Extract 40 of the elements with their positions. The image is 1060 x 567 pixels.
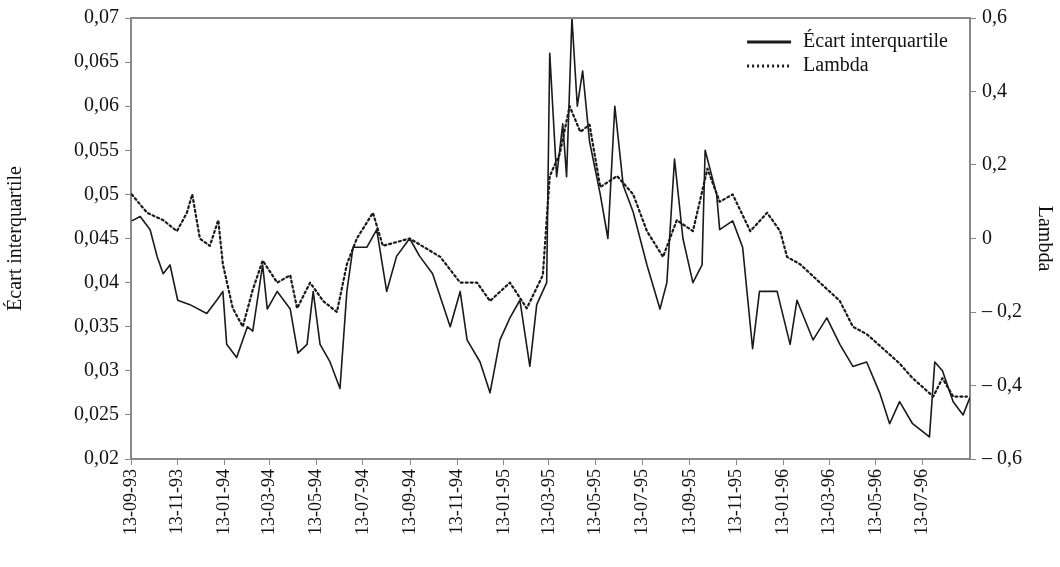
x-tick-label: 13-07-95 (631, 469, 652, 535)
x-tick-label: 13-11-95 (725, 469, 746, 535)
y-tick-label: 0,025 (74, 402, 119, 425)
x-tick-label: 13-01-96 (771, 469, 792, 535)
y2-tick-label: – 0,6 (981, 446, 1022, 469)
y2-tick-label: 0,4 (982, 78, 1007, 101)
y2-tick-label: – 0,4 (981, 372, 1022, 395)
y-tick-label: 0,07 (84, 5, 119, 28)
x-tick-label: 13-09-94 (399, 469, 420, 535)
x-tick-label: 13-11-93 (166, 469, 187, 535)
y-tick-label: 0,055 (74, 137, 119, 160)
y2-tick-label: 0,6 (982, 5, 1007, 28)
x-tick-label: 13-03-95 (537, 469, 558, 535)
x-tick-label: 13-07-94 (351, 469, 372, 535)
y-tick-label: 0,03 (84, 358, 119, 381)
legend-label: Lambda (803, 53, 869, 76)
x-tick-label: 13-05-95 (584, 469, 605, 535)
y2-axis-title: Lambda (1034, 205, 1057, 272)
y-tick-label: 0,065 (74, 49, 119, 72)
y-tick-label: 0,06 (84, 93, 119, 116)
y-tick-label: 0,02 (84, 446, 119, 469)
y2-tick-label: 0,2 (982, 152, 1007, 175)
y-tick-label: 0,045 (74, 225, 119, 248)
x-tick-label: 13-11-94 (445, 469, 466, 535)
y-axis-title: Écart interquartile (3, 165, 27, 311)
x-tick-label: 13-09-93 (119, 469, 140, 535)
y-tick-label: 0,05 (84, 181, 119, 204)
legend-label: Écart interquartile (803, 29, 949, 53)
x-tick-label: 13-05-96 (864, 469, 885, 535)
x-tick-label: 13-05-94 (304, 469, 325, 535)
y-tick-label: 0,035 (74, 313, 119, 336)
x-tick-label: 13-01-95 (492, 469, 513, 535)
x-tick-label: 13-01-94 (213, 469, 234, 535)
y-tick-label: 0,04 (84, 269, 119, 292)
x-tick-label: 13-03-96 (817, 469, 838, 535)
x-tick-label: 13-07-96 (911, 469, 932, 535)
x-tick-label: 13-09-95 (678, 469, 699, 535)
x-tick-label: 13-03-94 (258, 469, 279, 535)
y2-tick-label: – 0,2 (981, 299, 1022, 322)
y2-tick-label: 0 (982, 225, 992, 248)
